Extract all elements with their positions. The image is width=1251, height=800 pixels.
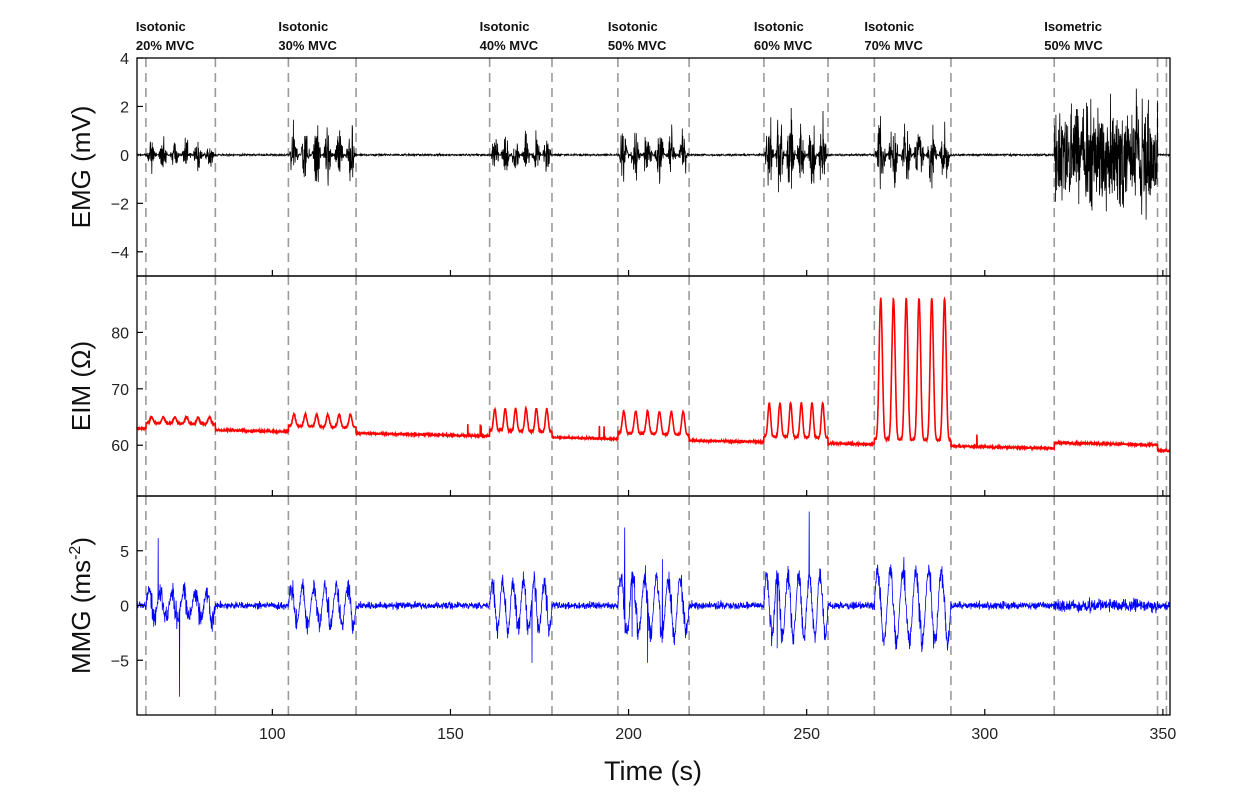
x-tick-label: 100: [259, 726, 286, 743]
emg-panel-frame: [136, 57, 1171, 277]
x-tick-label: 200: [615, 726, 642, 743]
eim-series-line: [136, 296, 1171, 454]
phase-label-line2: 30% MVC: [278, 38, 337, 53]
phase-label-line1: Isotonic: [278, 19, 328, 34]
eim-y-tick-label: 60: [111, 438, 129, 455]
phase-label-line2: 50% MVC: [1044, 38, 1103, 53]
emg-y-axis-title: EMG (mV): [66, 106, 96, 229]
emg-y-tick-label: −2: [111, 196, 129, 213]
phase-label-line1: Isometric: [1044, 19, 1102, 34]
axes-layer: −4 −2 0 2 4 EMG (mV) 60 70 80 EIM (Ω) −5 0 5 MMG (ms-…: [66, 51, 1176, 743]
mmg-y-tick-label: 5: [120, 544, 129, 561]
emg-series-line: [136, 88, 1171, 220]
emg-y-tick-label: −4: [111, 245, 129, 262]
phase-label-line1: Isotonic: [480, 19, 530, 34]
phase-label-line2: 20% MVC: [136, 38, 195, 53]
eim-y-tick-label: 80: [111, 325, 129, 342]
phase-label-line2: 50% MVC: [608, 38, 667, 53]
phase-labels: Isotonic 20% MVC Isotonic 30% MVC Isotonic 40…: [136, 19, 1103, 53]
emg-y-tick-label: 0: [120, 148, 129, 165]
phase-label-line2: 70% MVC: [864, 38, 923, 53]
x-tick-label: 300: [971, 726, 998, 743]
x-tick-label: 150: [437, 726, 464, 743]
x-tick-label: 250: [793, 726, 820, 743]
emg-y-tick-label: 2: [120, 99, 129, 116]
phase-label-line2: 60% MVC: [754, 38, 813, 53]
mmg-series-line: [136, 511, 1171, 697]
eim-y-tick-label: 70: [111, 382, 129, 399]
phase-label-line1: Isotonic: [754, 19, 804, 34]
phase-label-line1: Isotonic: [136, 19, 186, 34]
plot-layer: [136, 58, 1171, 715]
mmg-y-axis-title: MMG (ms-2): [66, 537, 96, 674]
phase-label-line1: Isotonic: [864, 19, 914, 34]
mmg-y-tick-label: 0: [120, 599, 129, 616]
eim-panel-frame: [136, 275, 1171, 497]
mmg-y-tick-label: −5: [111, 653, 129, 670]
x-tick-label: 350: [1150, 726, 1177, 743]
phase-label-line1: Isotonic: [608, 19, 658, 34]
phase-label-line2: 40% MVC: [480, 38, 539, 53]
eim-y-axis-title: EIM (Ω): [66, 341, 96, 431]
emg-y-tick-label: 4: [120, 51, 129, 68]
x-axis-title: Time (s): [604, 756, 702, 786]
